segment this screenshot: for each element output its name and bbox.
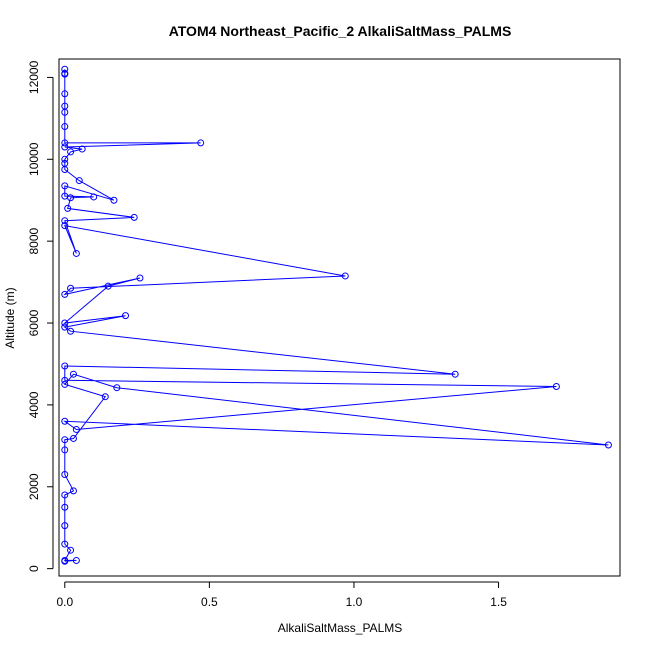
data-point (61, 222, 69, 230)
data-point (67, 284, 75, 292)
data-point (67, 194, 75, 202)
data-point (72, 556, 80, 564)
y-tick-label: 2000 (27, 473, 41, 500)
data-point (67, 327, 75, 335)
data-point (90, 193, 98, 201)
data-point (122, 312, 130, 320)
data-point (75, 177, 83, 185)
series-line (63, 69, 609, 562)
x-axis-label: AlkaliSaltMass_PALMS (278, 621, 403, 635)
data-point (61, 166, 69, 174)
y-tick-label: 12000 (27, 60, 41, 94)
data-point (72, 249, 80, 257)
data-point (130, 213, 138, 221)
data-point (61, 319, 69, 327)
x-tick-label: 1.0 (346, 595, 363, 609)
data-point (61, 155, 69, 163)
data-point (61, 217, 69, 225)
data-point (61, 290, 69, 298)
data-point (61, 522, 69, 530)
data-point (552, 382, 560, 390)
series-layer (61, 65, 612, 565)
plot-frame (58, 58, 621, 577)
y-axis: 0 2000 4000 6000 8000 10000 12000 (27, 60, 54, 572)
data-point (61, 503, 69, 511)
data-point (61, 139, 69, 147)
data-point (604, 441, 612, 449)
data-point (67, 148, 75, 156)
data-point (61, 362, 69, 370)
y-axis-label: Altitude (m) (3, 287, 17, 348)
x-tick-label: 0.0 (56, 595, 73, 609)
data-point (61, 417, 69, 425)
data-point (69, 370, 77, 378)
data-point (451, 370, 459, 378)
data-point (61, 376, 69, 384)
data-point (67, 546, 75, 554)
data-point (61, 90, 69, 98)
data-point (61, 540, 69, 548)
data-point (341, 272, 349, 280)
x-tick-label: 1.5 (490, 595, 507, 609)
data-point (61, 65, 69, 73)
data-point (78, 145, 86, 153)
data-point (61, 436, 69, 444)
data-point (104, 282, 112, 290)
data-point (69, 487, 77, 495)
x-tick-label: 0.5 (201, 595, 218, 609)
data-point (61, 143, 69, 151)
data-point (61, 491, 69, 499)
data-point (61, 446, 69, 454)
y-tick-label: 10000 (27, 142, 41, 176)
data-point (197, 139, 205, 147)
chart-title: ATOM4 Northeast_Pacific_2 AlkaliSaltMass… (169, 23, 512, 39)
data-point (69, 434, 77, 442)
x-axis: 0.0 0.5 1.0 1.5 (56, 581, 507, 609)
data-point (61, 70, 69, 78)
data-point (61, 123, 69, 131)
data-point (61, 557, 69, 565)
data-point (110, 196, 118, 204)
y-tick-label: 4000 (27, 391, 41, 418)
data-point (61, 108, 69, 116)
data-point (61, 182, 69, 190)
data-point (61, 323, 69, 331)
data-point (61, 380, 69, 388)
data-point (64, 204, 72, 212)
data-point (61, 470, 69, 478)
y-tick-label: 6000 (27, 309, 41, 336)
data-point (101, 393, 109, 401)
data-point (72, 425, 80, 433)
data-point (136, 274, 144, 282)
y-tick-label: 8000 (27, 227, 41, 254)
data-point (113, 384, 121, 392)
y-tick-label: 0 (27, 565, 41, 572)
